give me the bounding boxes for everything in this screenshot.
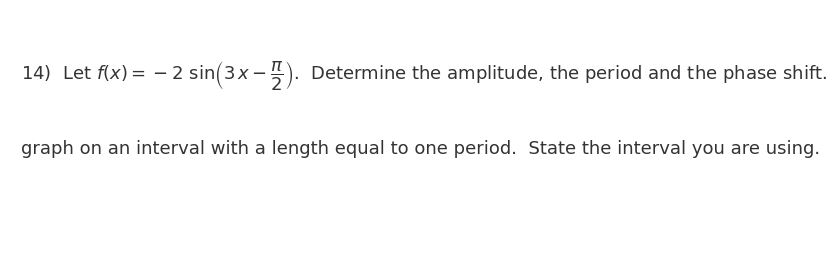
Text: graph on an interval with a length equal to one period.  State the interval you : graph on an interval with a length equal… — [21, 140, 819, 157]
Text: 14)  Let $f(x) =-2\ \sin\!\left(3\,x-\dfrac{\pi}{2}\right)$.  Determine the ampl: 14) Let $f(x) =-2\ \sin\!\left(3\,x-\dfr… — [21, 59, 827, 92]
